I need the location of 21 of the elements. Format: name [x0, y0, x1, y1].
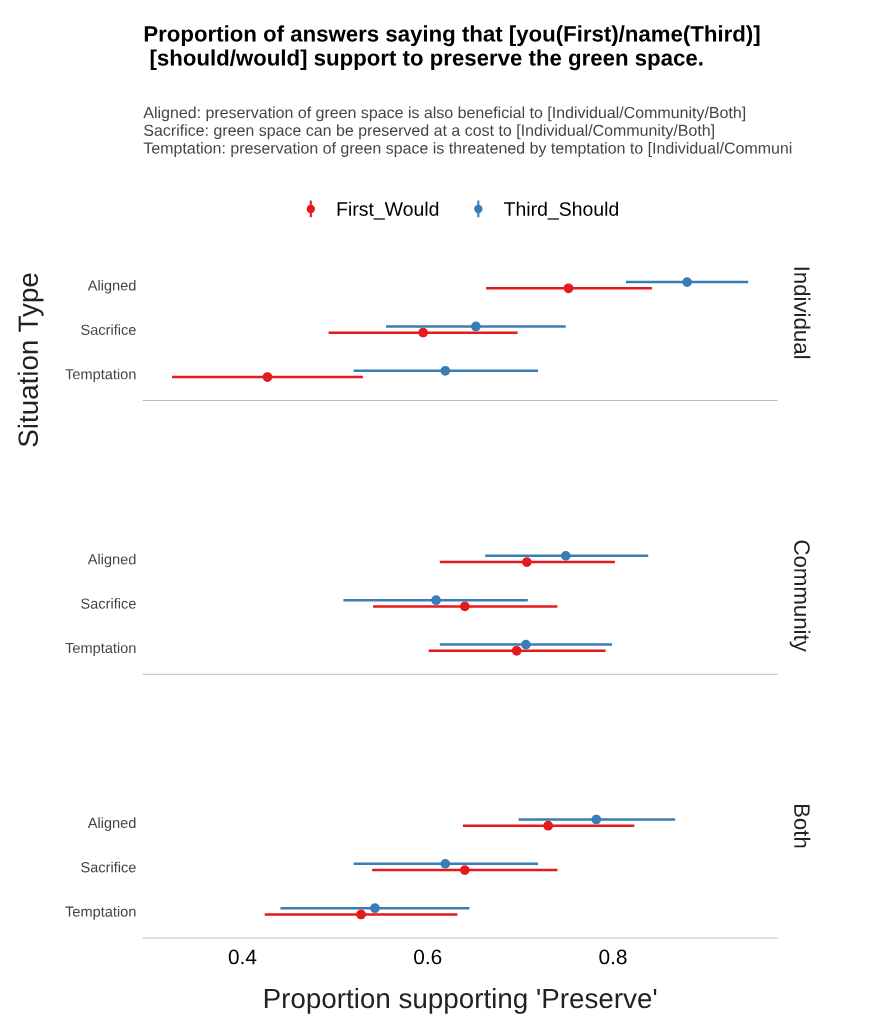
y-tick-label: Aligned	[87, 553, 136, 568]
y-tick-label: Sacrifice	[81, 861, 136, 873]
chart-title: Proportion of answers saying that [you(First)/name(Third)] [should/would] support to preserve the green space.	[144, 25, 760, 71]
x-tick-label: 0.6	[414, 949, 442, 965]
y-tick-label: Aligned	[87, 279, 136, 294]
text: Both	[794, 804, 811, 848]
y-tick-label: Sacrifice	[81, 324, 136, 335]
chart-subtitle: Aligned: preservation of green space is also beneficial to [Individual/Community/Both] Sacrifice: green space can be preserved at a cost to [Individual/Community/Both] Temptation: preservation of green space is threatened by temptation to [Individual/Communi	[143, 106, 792, 157]
x-axis-title: Proportion supporting 'Preserve'	[264, 987, 657, 1014]
y-tick-label: Temptation	[65, 368, 136, 383]
legend-label: Third_Should	[504, 201, 619, 220]
y-tick-label: Aligned	[87, 817, 136, 831]
text: Community	[789, 540, 811, 652]
x-tick-label: 0.4	[228, 949, 257, 965]
y-tick-label: Sacrifice	[81, 598, 136, 609]
y-tick-label: Temptation	[65, 642, 136, 656]
y-axis-title: Situation Type	[17, 273, 44, 447]
y-tick-label: Temptation	[65, 906, 136, 920]
x-tick-label: 0.8	[599, 949, 627, 965]
text: Individual	[794, 267, 811, 359]
legend-label: First_Would	[337, 201, 439, 220]
